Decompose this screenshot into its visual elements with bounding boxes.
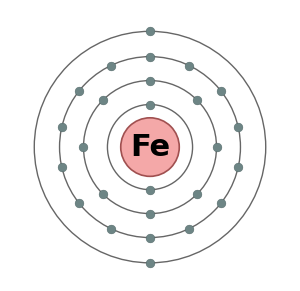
Point xyxy=(218,88,223,93)
Point xyxy=(236,165,241,170)
Point xyxy=(214,145,219,149)
Point xyxy=(77,88,82,93)
Circle shape xyxy=(121,118,179,176)
Point xyxy=(148,235,152,240)
Point xyxy=(148,78,152,83)
Point xyxy=(59,165,64,170)
Point xyxy=(148,102,152,107)
Point xyxy=(195,98,200,102)
Text: Fe: Fe xyxy=(130,133,170,162)
Point xyxy=(100,98,105,102)
Point xyxy=(187,63,192,68)
Point xyxy=(148,29,152,34)
Point xyxy=(81,145,86,149)
Point xyxy=(59,125,64,129)
Point xyxy=(218,201,223,206)
Point xyxy=(148,54,152,59)
Point xyxy=(148,260,152,265)
Point xyxy=(148,187,152,192)
Point xyxy=(195,192,200,196)
Point xyxy=(187,226,192,231)
Point xyxy=(148,211,152,216)
Point xyxy=(100,192,105,196)
Point xyxy=(77,201,82,206)
Point xyxy=(108,63,113,68)
Point xyxy=(236,125,241,129)
Point xyxy=(108,226,113,231)
